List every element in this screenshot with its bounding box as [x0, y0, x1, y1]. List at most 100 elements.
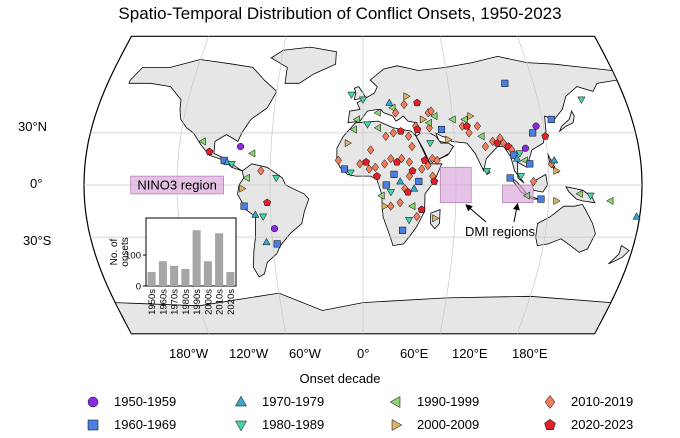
conflict-onset-marker	[404, 131, 413, 141]
legend-marker	[391, 418, 403, 431]
conflict-onset-marker	[413, 125, 422, 133]
conflict-onset-marker	[460, 115, 468, 124]
conflict-onset-marker	[467, 112, 475, 121]
triangle-left-marker-icon	[389, 395, 401, 408]
histogram-xtick-label: 1970s	[170, 289, 181, 315]
lat-label-30s: 30°S	[23, 233, 52, 248]
conflict-onset-marker	[521, 144, 529, 152]
conflict-onset-marker	[400, 99, 408, 110]
conflict-onset-marker	[432, 214, 440, 223]
conflict-onset-marker	[399, 226, 407, 234]
conflict-onset-marker	[419, 115, 428, 124]
conflict-onset-marker	[388, 103, 396, 112]
legend-label: 2010-2019	[571, 394, 634, 409]
dmi-arrow-east	[512, 202, 520, 223]
conflict-onset-marker	[344, 139, 353, 148]
legend-label: 1950-1959	[114, 394, 177, 409]
conflict-onset-marker	[377, 191, 385, 200]
conflict-onset-marker	[481, 141, 490, 152]
land-greenland	[270, 46, 337, 84]
legend-item: 2020-2023	[543, 417, 633, 432]
conflict-onset-marker	[410, 184, 419, 192]
histogram-bar	[192, 230, 201, 286]
conflict-onset-marker	[526, 160, 534, 168]
conflict-onset-marker	[420, 156, 429, 164]
conflict-onset-marker	[575, 189, 583, 198]
conflict-onset-marker	[516, 173, 526, 181]
conflict-onset-marker	[532, 122, 540, 130]
conflict-onset-marker	[346, 169, 355, 177]
conflict-onset-marker	[259, 213, 268, 221]
region-box-0	[130, 175, 224, 195]
conflict-onset-marker	[606, 196, 614, 205]
meridian-120	[517, 36, 550, 334]
legend-marker	[235, 395, 247, 406]
onsets-histogram-inset: 0 100 1950s 1960s 1970s 1980s 1990s 2000s 2010s 2…	[109, 217, 237, 315]
conflict-onset-marker	[415, 177, 423, 185]
conflict-onset-marker	[373, 108, 381, 117]
conflict-onset-marker	[352, 115, 360, 124]
conflict-onset-marker	[424, 118, 432, 127]
conflict-onset-marker	[473, 121, 481, 131]
map-layer: NINO3 region DMI regions	[83, 35, 643, 335]
conflict-onset-marker	[547, 115, 555, 123]
meridian--60	[269, 36, 287, 334]
legend-item: 1960-1969	[86, 417, 176, 432]
conflict-onset-marker	[489, 136, 497, 147]
histogram-ytick-label: 0	[136, 282, 141, 293]
legend-item: 1980-1989	[234, 417, 324, 432]
conflict-onset-marker	[632, 212, 641, 220]
triangle-up-marker-icon	[235, 395, 247, 406]
conflict-onset-marker	[381, 159, 389, 169]
nino3-label: NINO3 region	[137, 178, 216, 193]
conflict-onset-marker	[386, 189, 395, 197]
legend-marker	[87, 396, 99, 407]
land-australia	[535, 203, 596, 253]
conflict-onset-marker	[396, 127, 405, 135]
conflict-onset-marker	[506, 174, 514, 182]
conflict-onset-marker	[340, 165, 348, 173]
lat-label-30n: 30°N	[18, 119, 48, 134]
conflict-onset-marker	[437, 125, 446, 134]
conflict-onset-marker	[550, 156, 559, 164]
conflict-onset-marker	[242, 173, 250, 182]
histogram-xtick-label: 2010s	[215, 289, 226, 315]
conflict-onset-marker	[396, 177, 405, 185]
conflict-onset-marker	[430, 177, 439, 185]
square-marker-icon	[87, 419, 99, 430]
legend-label: 2020-2023	[571, 417, 634, 432]
conflict-onset-marker	[586, 192, 595, 200]
histogram-ylabel: No. of onsets	[109, 237, 131, 266]
land-new-zealand	[608, 244, 630, 265]
histogram-ylabel-line: onsets	[120, 237, 131, 266]
conflict-onset-marker	[397, 153, 406, 164]
legend-label: 1990-1999	[417, 394, 480, 409]
histogram-xtick-label: 2020s	[226, 289, 237, 315]
conflict-onset-marker	[236, 142, 245, 151]
conflict-onset-marker	[389, 128, 397, 138]
conflict-onset-marker	[391, 108, 400, 118]
lat-label-0: 0°	[30, 176, 43, 191]
conflict-onset-marker	[405, 171, 414, 181]
legend-marker	[235, 420, 247, 431]
conflict-onset-marker	[367, 145, 375, 155]
conflict-onset-marker	[273, 240, 281, 248]
dmi-arrow-west	[465, 204, 487, 223]
lon-label-120e: 120°E	[452, 346, 488, 361]
legend-label: 2000-2009	[417, 417, 480, 432]
conflict-onset-marker	[239, 184, 247, 193]
conflict-onset-marker	[387, 153, 395, 164]
legend-item: 1950-1959	[86, 394, 176, 409]
legend-marker	[544, 394, 556, 409]
conflict-onset-marker	[537, 195, 545, 203]
conflict-onset-marker	[424, 160, 432, 171]
lon-label-180e: 180°E	[512, 346, 548, 361]
conflict-onset-marker	[257, 166, 265, 176]
conflict-onset-marker	[529, 129, 537, 137]
histogram-bar	[170, 265, 179, 286]
dmi-label: DMI regions	[465, 224, 536, 239]
histogram-bar	[181, 268, 190, 286]
legend-marker	[544, 418, 556, 430]
conflict-onset-marker	[553, 196, 561, 205]
